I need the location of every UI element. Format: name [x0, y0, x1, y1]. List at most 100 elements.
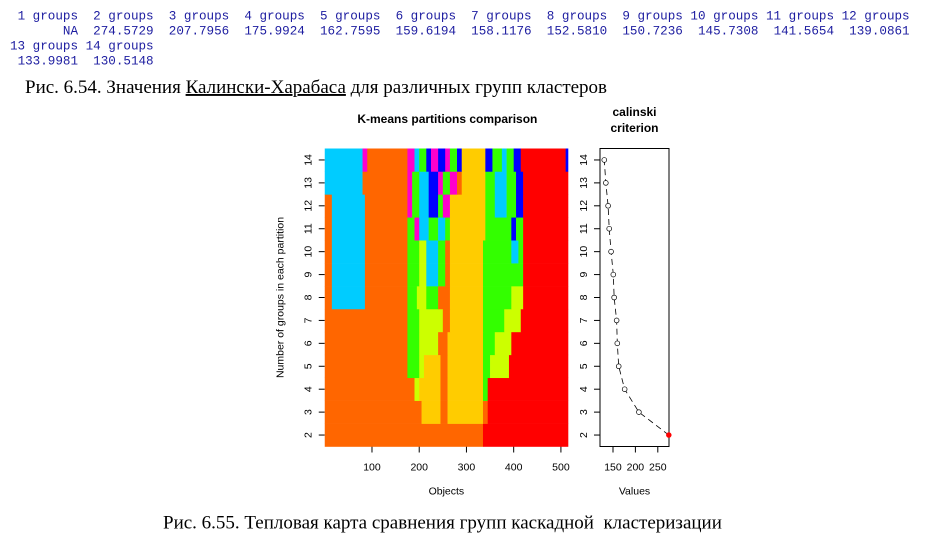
output-header: 8 groups — [547, 9, 607, 23]
heatmap-cell — [516, 217, 524, 241]
heatmap-cell — [331, 286, 366, 310]
heatmap-cell — [449, 308, 484, 333]
output-value: 150.7236 — [622, 24, 682, 38]
heatmap-cell — [407, 148, 415, 172]
heatmap-cell — [362, 171, 408, 195]
heatmap-cell — [419, 217, 429, 241]
output-value: 207.7956 — [169, 24, 229, 38]
output-header: 2 groups — [93, 9, 153, 23]
heatmap-cell — [367, 148, 408, 172]
heatmap-cell — [423, 354, 441, 379]
output-header: 12 groups — [842, 9, 910, 23]
heatmap-cell — [523, 217, 569, 241]
x-tick-label: 300 — [458, 461, 476, 473]
x-tick-label: 250 — [649, 461, 667, 473]
chart-title: calinski — [612, 105, 656, 119]
heatmap-cell — [516, 171, 524, 195]
heatmap-cell — [442, 194, 451, 218]
y-tick-label: 13 — [303, 177, 315, 189]
heatmap-cell — [508, 354, 569, 379]
caption-text: Рис. 6.54. Значения — [25, 77, 186, 98]
heatmap-cell — [447, 400, 484, 424]
heatmap — [324, 148, 569, 447]
heatmap-cell — [482, 331, 496, 356]
heatmap-cell — [501, 148, 507, 172]
heatmap-cell — [449, 194, 486, 218]
heatmap-cell — [520, 148, 566, 172]
criterion-point — [603, 180, 609, 186]
output-value: 133.9981 — [18, 54, 78, 68]
heatmap-cell — [442, 308, 451, 333]
y-tick-label: 11 — [578, 223, 590, 234]
output-header: 5 groups — [320, 9, 380, 23]
heatmap-cell — [513, 148, 522, 172]
x-tick-label: 150 — [604, 461, 622, 473]
output-header: 13 groups — [10, 39, 78, 53]
output-value: 175.9924 — [244, 24, 304, 38]
heatmap-cell — [457, 171, 463, 195]
output-header: 6 groups — [396, 9, 456, 23]
heatmap-cell — [449, 286, 484, 310]
criterion-point — [610, 271, 617, 278]
heatmap-cell — [447, 354, 484, 379]
heatmap-cell — [449, 240, 484, 264]
criterion-point — [615, 363, 622, 370]
heatmap-cell — [324, 194, 333, 218]
heatmap-cell — [324, 331, 408, 356]
output-value: 158.1176 — [471, 24, 531, 38]
output-header: 1 groups — [18, 9, 78, 23]
heatmap-cell — [407, 331, 420, 356]
heatmap-cell — [565, 148, 569, 172]
y-tick-label: 12 — [303, 200, 315, 212]
heatmap-cell — [511, 240, 519, 264]
heatmap-cell — [324, 400, 422, 424]
heatmap-cell — [331, 263, 366, 287]
criterion-point — [608, 248, 614, 255]
heatmap-cell — [431, 148, 439, 172]
y-tick-label: 5 — [578, 363, 590, 369]
heatmap-cell — [506, 148, 514, 172]
heatmap-cell — [449, 148, 458, 172]
heatmap-cell — [324, 217, 333, 241]
heatmap-cell — [490, 354, 510, 379]
heatmap-cell — [419, 148, 427, 172]
heatmap-cell — [482, 240, 512, 264]
caption-text: для различных групп кластеров — [346, 77, 607, 98]
heatmap-cell — [414, 217, 420, 241]
heatmap-cell — [447, 331, 484, 356]
heatmap-cell — [482, 263, 524, 287]
heatmap-cell — [461, 148, 486, 172]
heatmap-cell — [407, 217, 415, 241]
caption-bottom: Рис. 6.55. Тепловая карта сравнения груп… — [163, 512, 722, 533]
output-header: 7 groups — [471, 9, 531, 23]
criterion-point — [666, 432, 672, 438]
y-tick-label: 6 — [578, 340, 590, 346]
heatmap-cell — [419, 194, 429, 218]
heatmap-cell — [364, 194, 408, 218]
heatmap-cell — [482, 286, 512, 310]
heatmap-cell — [407, 171, 413, 195]
x-tick-label: 400 — [505, 461, 523, 473]
criterion-point — [621, 386, 628, 392]
output-header: 9 groups — [622, 9, 682, 23]
heatmap-cell — [324, 286, 333, 310]
y-tick-label: 6 — [303, 340, 315, 346]
heatmap-cell — [482, 354, 491, 379]
heatmap-cell — [407, 194, 413, 218]
chart-title: K-means partitions comparison — [357, 112, 537, 126]
heatmap-cell — [324, 354, 408, 379]
heatmap-cell — [419, 308, 444, 333]
heatmap-cell — [407, 308, 420, 333]
heatmap-cell — [407, 354, 420, 379]
heatmap-cell — [485, 217, 512, 241]
y-tick-label: 9 — [303, 271, 315, 277]
plot-frame — [599, 148, 670, 447]
heatmap-cell — [438, 240, 446, 264]
x-axis-label: Objects — [429, 485, 465, 497]
x-tick-label: 200 — [627, 461, 645, 473]
heatmap-cell — [407, 286, 418, 310]
heatmap-cell — [324, 171, 363, 195]
heatmap-cell — [511, 331, 569, 356]
heatmap-cell — [426, 286, 439, 310]
